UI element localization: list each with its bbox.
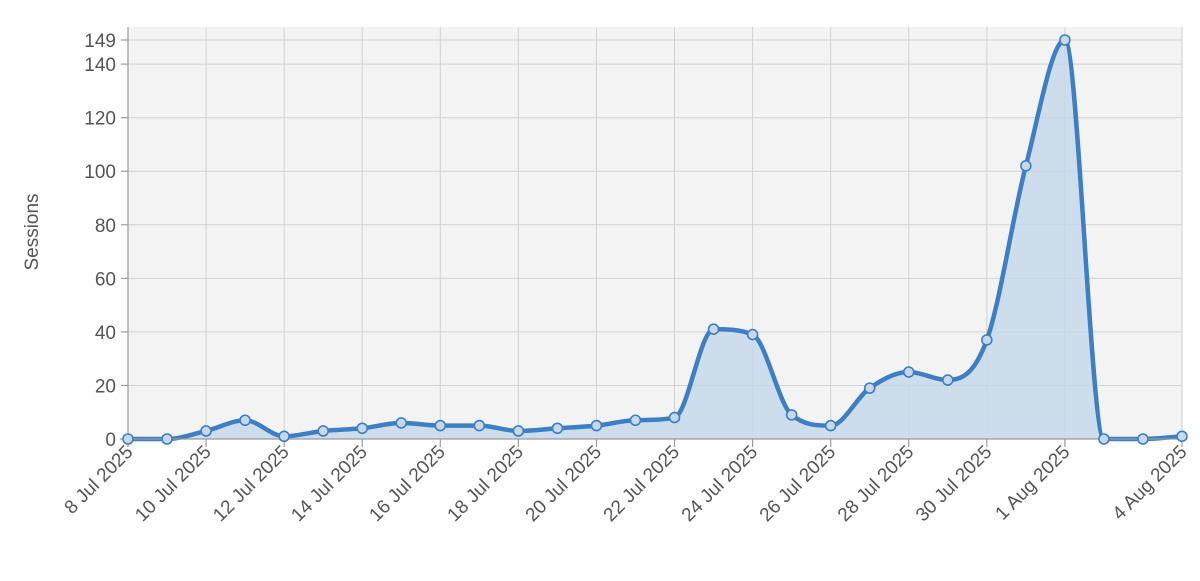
data-point — [1098, 433, 1110, 445]
data-point — [1020, 160, 1032, 172]
data-point — [902, 366, 915, 378]
y-tick-label: 60 — [95, 269, 116, 290]
data-points — [122, 34, 1188, 445]
x-tick-label: 1 Aug 2025 — [992, 442, 1075, 525]
x-tick-label: 12 Jul 2025 — [209, 442, 293, 526]
data-point — [278, 430, 290, 443]
data-point — [395, 417, 408, 429]
x-tick-label: 16 Jul 2025 — [366, 442, 450, 526]
y-tick-label: 80 — [95, 216, 116, 237]
x-tick-label: 14 Jul 2025 — [287, 442, 371, 526]
x-tick-label: 30 Jul 2025 — [912, 442, 996, 526]
x-tick-label: 26 Jul 2025 — [756, 442, 840, 526]
data-point — [200, 425, 212, 437]
data-point — [590, 419, 603, 432]
data-point — [824, 419, 837, 432]
x-tick-label: 28 Jul 2025 — [834, 442, 918, 526]
series-area-fill — [128, 40, 1182, 439]
data-point — [317, 425, 329, 437]
data-point — [1137, 433, 1149, 445]
x-tick-label: 24 Jul 2025 — [678, 442, 762, 526]
data-point — [785, 409, 798, 421]
data-point — [551, 422, 564, 435]
data-point — [1176, 430, 1188, 443]
x-tick-label: 10 Jul 2025 — [131, 442, 215, 526]
data-point — [473, 419, 486, 432]
data-point — [668, 411, 681, 424]
x-tick-label: 18 Jul 2025 — [444, 442, 528, 526]
x-tick-label: 20 Jul 2025 — [522, 442, 606, 526]
data-point — [122, 433, 134, 445]
x-tick-label: 22 Jul 2025 — [600, 442, 684, 526]
data-point — [356, 422, 369, 435]
x-tick-label: 4 Aug 2025 — [1109, 442, 1192, 525]
y-tick-label: 40 — [95, 323, 116, 344]
y-axis-title: Sessions — [22, 193, 43, 270]
data-point — [434, 419, 447, 432]
data-point — [239, 414, 251, 427]
y-tick-label: 120 — [84, 109, 116, 130]
data-point — [746, 328, 759, 341]
data-point — [981, 334, 993, 346]
data-point — [512, 425, 525, 437]
x-tick-label: 8 Jul 2025 — [61, 442, 138, 519]
data-point — [707, 323, 720, 336]
data-point — [941, 374, 954, 386]
y-tick-label: 140 — [84, 55, 116, 76]
y-tick-label: 0 — [105, 430, 116, 451]
data-point — [629, 414, 642, 427]
y-tick-labels: 0 20 40 60 80 100 120 140 149 — [84, 31, 116, 451]
data-point — [161, 433, 173, 445]
y-tick-label: 20 — [95, 376, 116, 397]
data-point — [863, 382, 876, 394]
y-tick-label: 149 — [84, 31, 116, 52]
y-tick-label: 100 — [84, 162, 116, 183]
data-point — [1059, 34, 1071, 46]
